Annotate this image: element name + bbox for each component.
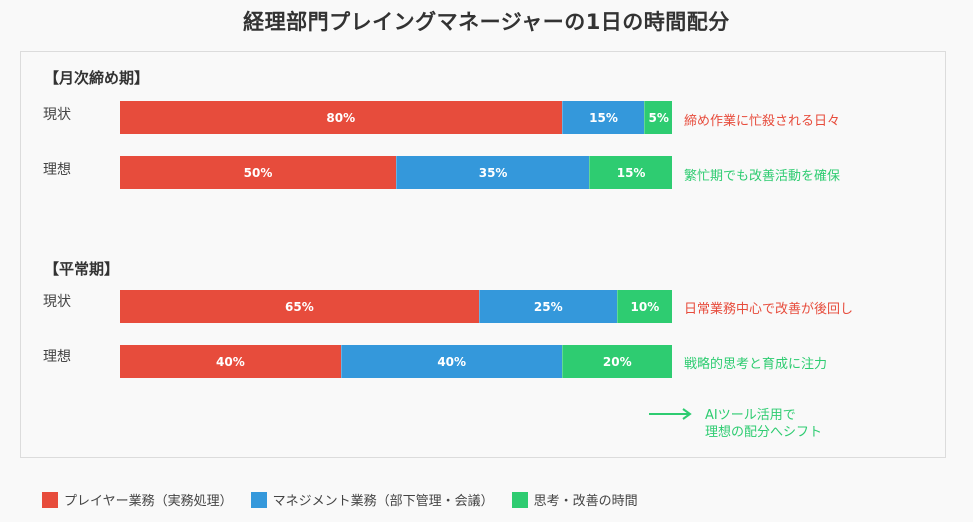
bar-closing-ideal: 50% 35% 15% (120, 156, 672, 189)
bar-segment-player: 40% (120, 345, 341, 378)
data-label: 50% (243, 165, 273, 180)
section-title-normal: 【平常期】 (44, 260, 120, 278)
arrow-right-icon (649, 408, 692, 420)
legend-item-management: マネジメント業務（部下管理・会議） (250, 490, 494, 509)
legend: プレイヤー業務（実務処理） マネジメント業務（部下管理・会議） 思考・改善の時間 (42, 490, 656, 509)
bar-segment-thinking: 20% (561, 345, 672, 378)
shift-annotation: AIツール活用で 理想の配分へシフト (649, 407, 822, 441)
row-label-normal-ideal: 理想 (43, 349, 71, 365)
note-closing-current: 締め作業に忙殺される日々 (684, 114, 841, 129)
bar-segment-management: 15% (561, 101, 645, 134)
note-normal-current: 日常業務中心で改善が後回し (684, 302, 854, 317)
data-label: 65% (285, 299, 314, 314)
bar-segment-player: 80% (120, 101, 562, 134)
data-label: 5% (648, 110, 669, 125)
section-title-closing: 【月次締め期】 (44, 69, 150, 87)
legend-swatch-player (42, 491, 58, 508)
bar-segment-management: 25% (478, 290, 617, 323)
annotation-line1: AIツール活用で (705, 408, 796, 423)
data-label: 10% (630, 299, 660, 314)
legend-label-player: プレイヤー業務（実務処理） (64, 494, 233, 509)
legend-label-thinking: 思考・改善の時間 (533, 494, 638, 509)
legend-swatch-management (250, 491, 267, 508)
bar-segment-thinking: 10% (616, 290, 672, 323)
row-label-closing-ideal: 理想 (43, 162, 71, 178)
bar-segment-management: 40% (340, 345, 562, 378)
data-label: 40% (216, 354, 245, 369)
bar-segment-thinking: 15% (589, 156, 672, 189)
data-label: 40% (437, 354, 467, 369)
bar-segment-player: 50% (120, 156, 396, 189)
bar-segment-management: 35% (396, 156, 590, 189)
bar-closing-current: 80% 15% 5% (120, 101, 672, 134)
bar-segment-thinking: 5% (644, 101, 672, 134)
data-label: 35% (478, 165, 508, 180)
bar-segment-player: 65% (120, 290, 479, 323)
note-normal-ideal: 戦略的思考と育成に注力 (684, 357, 828, 372)
row-label-normal-current: 現状 (43, 294, 71, 310)
bar-normal-ideal: 40% 40% 20% (120, 345, 672, 378)
data-label: 25% (533, 299, 563, 314)
chart-panel: 【月次締め期】 現状 80% 15% 5% 締め作業に忙殺される日々 理想 50% 3… (20, 51, 946, 458)
note-closing-ideal: 繁忙期でも改善活動を確保 (684, 169, 841, 184)
data-label: 15% (616, 165, 646, 180)
chart-title: 経理部門プレイングマネージャーの1日の時間配分 (243, 10, 730, 34)
data-label: 15% (589, 110, 618, 125)
annotation-line2: 理想の配分へシフト (705, 425, 823, 440)
row-label-closing-current: 現状 (43, 107, 71, 123)
legend-item-thinking: 思考・改善の時間 (511, 490, 638, 509)
data-label: 20% (602, 354, 632, 369)
data-label: 80% (326, 110, 356, 125)
legend-item-player: プレイヤー業務（実務処理） (42, 490, 233, 509)
legend-label-management: マネジメント業務（部下管理・会議） (272, 494, 494, 509)
bar-normal-current: 65% 25% 10% (120, 290, 672, 323)
legend-swatch-thinking (511, 491, 528, 508)
